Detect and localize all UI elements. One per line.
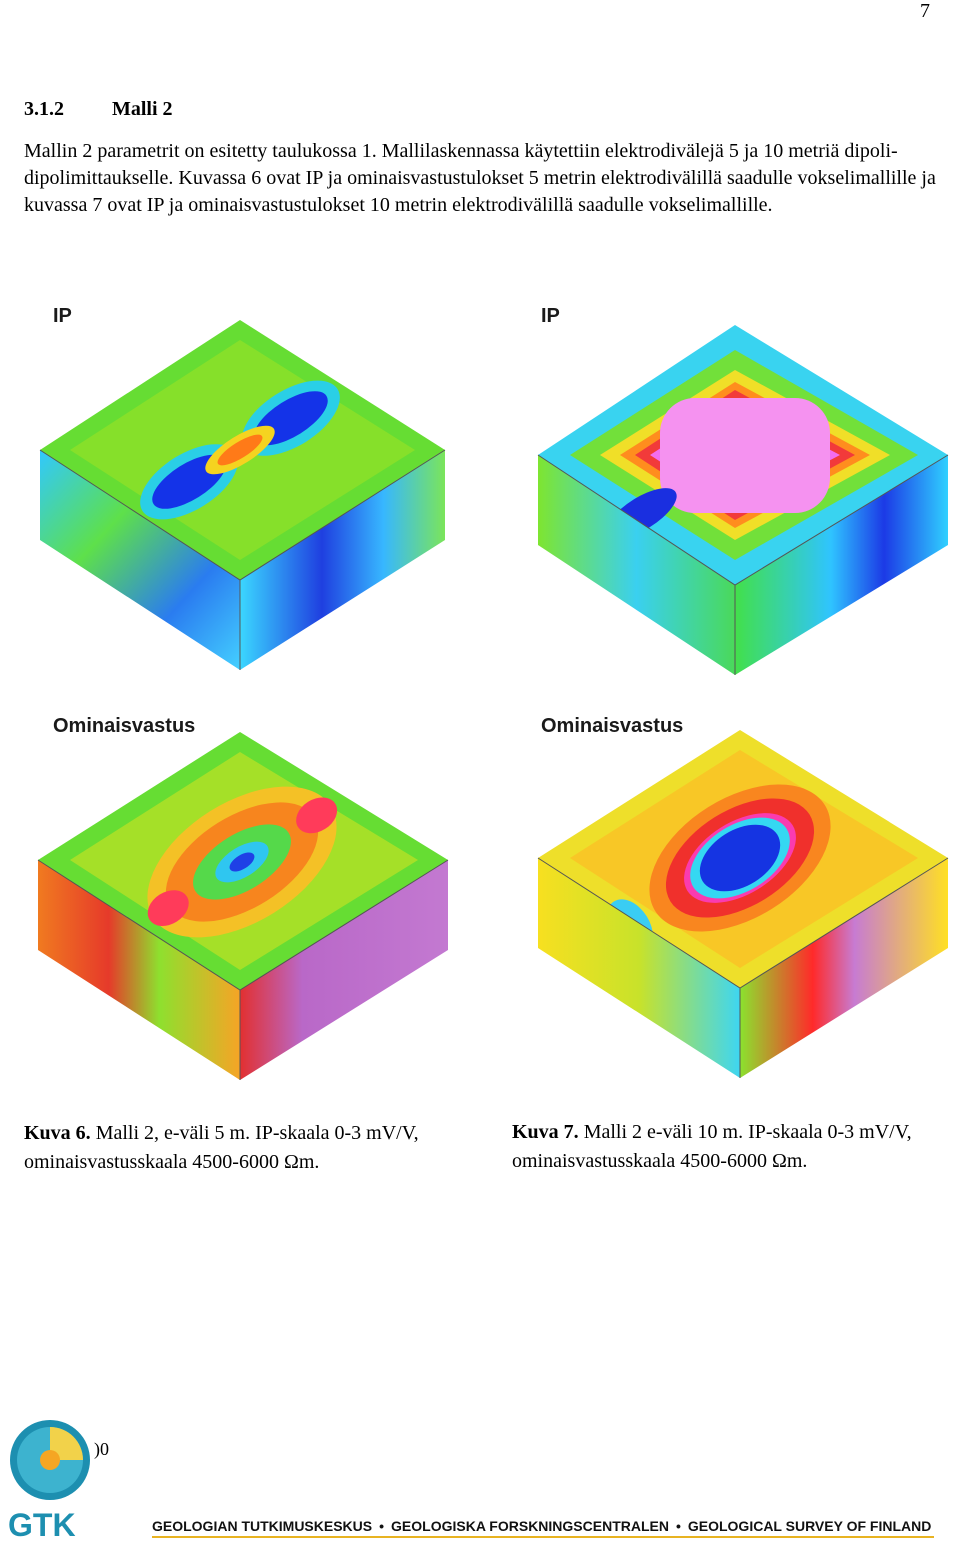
figure-caption-7: Kuva 7. Malli 2 e-väli 10 m. IP-skaala 0… — [512, 1118, 942, 1176]
footer-org-finnish: GEOLOGIAN TUTKIMUSKESKUS — [152, 1518, 373, 1534]
figure-label-ip-left: IP — [53, 305, 72, 327]
caption-text-7: Malli 2 e-väli 10 m. IP-skaala 0-3 mV/V,… — [512, 1121, 912, 1172]
figure-label-resistivity-left: Ominaisvastus — [53, 715, 196, 737]
body-paragraph: Mallin 2 parametrit on esitetty taulukos… — [24, 140, 936, 216]
figure-label-ip-right: IP — [541, 305, 560, 327]
footer-page-fragment: )0 — [94, 1439, 109, 1459]
gtk-logo-text: GTK — [8, 1507, 76, 1541]
section-heading: 3.1.2 Malli 2 — [24, 98, 173, 121]
figure-caption-6: Kuva 6. Malli 2, e-väli 5 m. IP-skaala 0… — [24, 1119, 464, 1177]
bullet-separator: • — [379, 1518, 385, 1534]
footer-org-english: GEOLOGICAL SURVEY OF FINLAND — [687, 1518, 932, 1534]
section-title: Malli 2 — [112, 98, 173, 120]
section-number: 3.1.2 — [24, 98, 64, 120]
page-number: 7 — [920, 0, 930, 22]
bullet-separator: • — [675, 1518, 681, 1534]
ip-voxel-model-10m — [537, 325, 949, 675]
gtk-logo-icon: GTK — [8, 1420, 90, 1541]
caption-tag-7: Kuva 7. — [512, 1121, 579, 1143]
ip-voxel-model-5m — [39, 320, 446, 670]
caption-text-6: Malli 2, e-väli 5 m. IP-skaala 0-3 mV/V,… — [24, 1122, 419, 1173]
footer-org-swedish: GEOLOGISKA FORSKNINGSCENTRALEN — [391, 1518, 669, 1534]
figure-label-resistivity-right: Ominaisvastus — [541, 715, 684, 737]
footer-organization-band: GEOLOGIAN TUTKIMUSKESKUS • GEOLOGISKA FORS… — [152, 1518, 934, 1538]
resistivity-voxel-model-5m — [37, 732, 449, 1080]
caption-tag-6: Kuva 6. — [24, 1122, 91, 1144]
resistivity-voxel-model-10m — [537, 730, 949, 1078]
